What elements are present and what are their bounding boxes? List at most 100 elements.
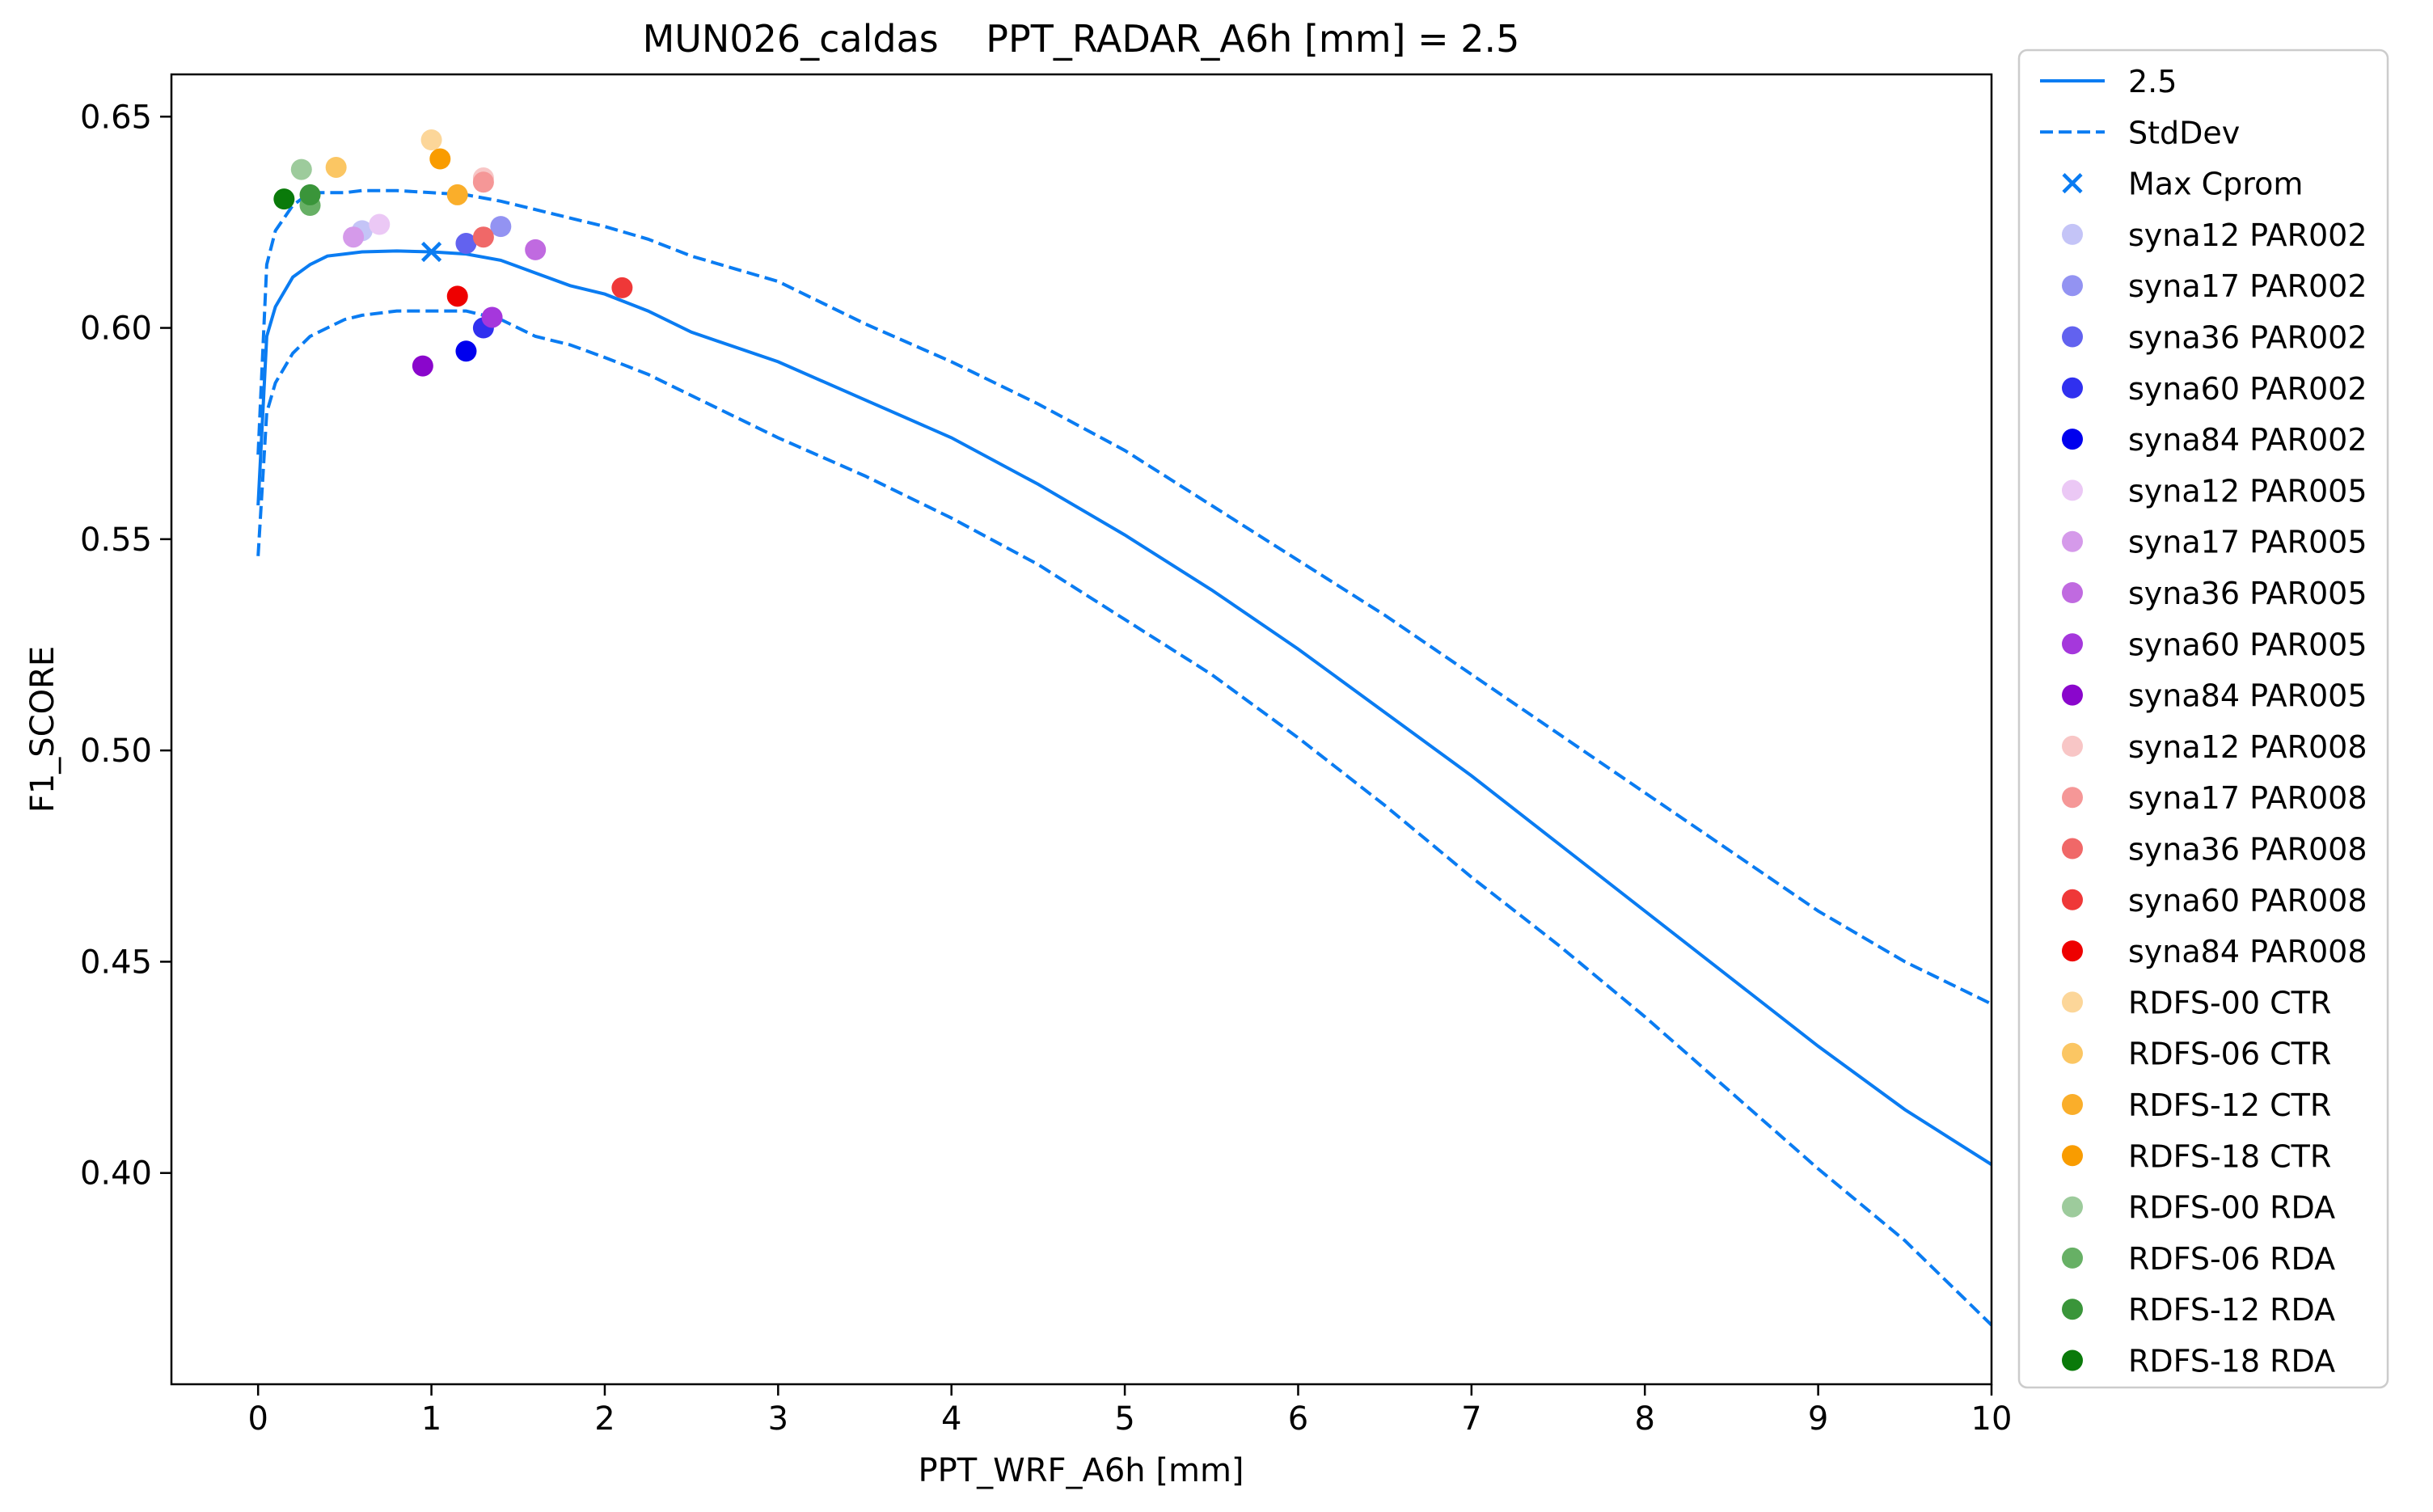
legend-swatch	[2062, 582, 2083, 603]
legend-label: syna60 PAR005	[2128, 627, 2368, 662]
legend-swatch	[2062, 991, 2083, 1013]
scatter-point-21	[299, 184, 321, 205]
y-axis-label: F1_SCORE	[24, 646, 61, 813]
x-tick-label: 0	[247, 1400, 268, 1438]
legend-label: syna12 PAR002	[2128, 218, 2368, 253]
scatter-point-18	[429, 148, 451, 170]
legend-item: syna60 PAR005	[2062, 627, 2368, 662]
legend-item: RDFS-06 CTR	[2062, 1037, 2331, 1072]
scatter-point-16	[325, 156, 347, 178]
legend-label: syna60 PAR008	[2128, 883, 2368, 919]
scatter-point-11	[472, 171, 494, 193]
legend-label: RDFS-06 CTR	[2128, 1037, 2331, 1072]
legend-item: syna60 PAR008	[2062, 883, 2368, 919]
legend-item: RDFS-18 CTR	[2062, 1138, 2331, 1174]
legend-swatch	[2062, 530, 2083, 552]
legend-item: syna60 PAR002	[2062, 371, 2368, 407]
legend-swatch	[2062, 429, 2083, 450]
legend-label: syna60 PAR002	[2128, 371, 2368, 407]
legend-item: syna12 PAR008	[2062, 729, 2368, 765]
x-tick-label: 8	[1635, 1400, 1655, 1438]
legend-item: syna17 PAR008	[2062, 780, 2368, 816]
legend-label: syna12 PAR005	[2128, 473, 2368, 509]
x-tick-label: 7	[1461, 1400, 1481, 1438]
legend-swatch	[2062, 1042, 2083, 1064]
legend-item: 2.5	[2040, 64, 2177, 99]
legend-label: RDFS-12 RDA	[2128, 1292, 2335, 1328]
legend-swatch	[2062, 479, 2083, 501]
scatter-point-19	[290, 158, 312, 180]
legend-swatch	[2062, 889, 2083, 910]
legend-item: syna17 PAR005	[2062, 525, 2368, 560]
legend-item: RDFS-00 RDA	[2062, 1190, 2335, 1226]
legend-label: RDFS-00 RDA	[2128, 1190, 2335, 1226]
scatter-point-6	[343, 226, 365, 248]
series-line-1	[256, 188, 1992, 1006]
legend-swatch	[2062, 173, 2083, 194]
x-tick-label: 5	[1114, 1400, 1134, 1438]
scatter-point-17	[446, 184, 468, 205]
max-cprom-marker	[420, 241, 442, 263]
legend-label: syna84 PAR002	[2128, 422, 2368, 458]
legend-swatch	[2062, 787, 2083, 809]
legend-swatch	[2062, 735, 2083, 757]
legend-swatch	[2062, 684, 2083, 706]
legend-swatch	[2062, 838, 2083, 859]
series-line-0	[256, 249, 1992, 1166]
x-tick-label: 2	[594, 1400, 615, 1438]
legend-label: RDFS-18 RDA	[2128, 1344, 2335, 1379]
scatter-point-5	[369, 213, 391, 235]
legend-swatch	[2062, 377, 2083, 399]
legend-item: RDFS-18 RDA	[2062, 1344, 2335, 1379]
legend-swatch	[2062, 1196, 2083, 1218]
scatter-point-22	[273, 188, 295, 210]
legend-label: syna36 PAR005	[2128, 576, 2368, 611]
legend-label: syna84 PAR008	[2128, 934, 2368, 969]
series-line-2	[256, 309, 1992, 1327]
legend-swatch	[2062, 1349, 2083, 1371]
legend-item: syna17 PAR002	[2062, 268, 2368, 304]
scatter-point-1	[490, 216, 512, 238]
legend-item: RDFS-12 RDA	[2062, 1292, 2335, 1328]
plot-frame	[170, 73, 1993, 1386]
legend-swatch	[2062, 326, 2083, 348]
x-axis-label: PPT_WRF_A6h [mm]	[918, 1452, 1244, 1489]
scatter-point-13	[611, 277, 633, 298]
scatter-point-12	[472, 226, 494, 248]
legend-item: syna36 PAR002	[2062, 320, 2368, 356]
x-axis: 0 1 2 3 4 5 6 7 8 9 10	[247, 1384, 2012, 1438]
x-tick-label: 6	[1288, 1400, 1308, 1438]
legend-label: RDFS-06 RDA	[2128, 1241, 2335, 1277]
legend-swatch	[2062, 940, 2083, 962]
legend-item: syna84 PAR008	[2062, 934, 2368, 969]
x-tick-label: 1	[421, 1400, 441, 1438]
x-tick-label: 3	[768, 1400, 788, 1438]
legend-item: StdDev	[2040, 115, 2240, 150]
legend-swatch	[2062, 1299, 2083, 1320]
legend-item: syna84 PAR005	[2062, 678, 2368, 714]
legend-label: StdDev	[2128, 115, 2240, 150]
legend-swatch	[2062, 1094, 2083, 1115]
x-tick-label: 9	[1808, 1400, 1828, 1438]
legend-label: 2.5	[2128, 64, 2177, 99]
legend-item: syna84 PAR002	[2062, 422, 2368, 458]
legend-swatch	[2062, 1145, 2083, 1167]
scatter-point-8	[481, 306, 503, 328]
scatter-point-2	[455, 233, 477, 255]
legend-item: syna36 PAR005	[2062, 576, 2368, 611]
legend-item: syna36 PAR008	[2062, 832, 2368, 868]
legend-label: RDFS-18 CTR	[2128, 1138, 2331, 1174]
y-tick-label: 0.50	[80, 733, 152, 770]
y-tick-label: 0.45	[80, 944, 152, 981]
legend-label: syna36 PAR002	[2128, 320, 2368, 356]
y-tick-label: 0.55	[80, 522, 152, 559]
legend-swatch	[2062, 633, 2083, 655]
legend-box	[2017, 49, 2389, 1389]
x-tick-label: 10	[1971, 1400, 2013, 1438]
legend-label: syna17 PAR002	[2128, 268, 2368, 304]
legend-item: RDFS-06 RDA	[2062, 1241, 2335, 1277]
y-tick-label: 0.65	[80, 99, 152, 136]
legend-label: syna36 PAR008	[2128, 832, 2368, 868]
legend-swatch	[2062, 223, 2083, 245]
